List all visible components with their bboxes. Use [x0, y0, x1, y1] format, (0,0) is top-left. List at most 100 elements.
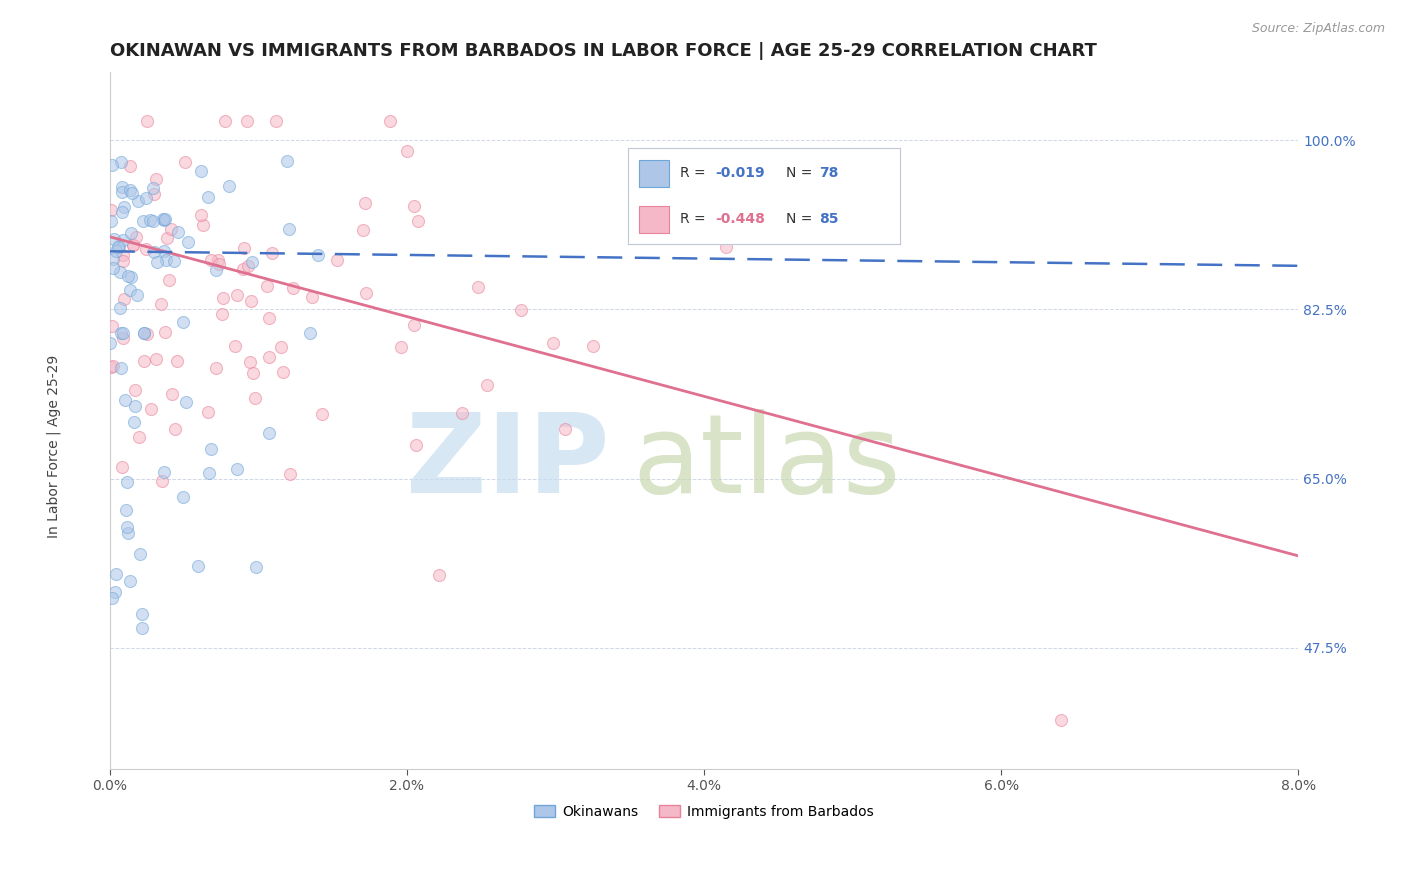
Point: [193, 218, 215, 232]
Point: [326, 252, 349, 267]
Point: [153, 325, 176, 339]
Point: [134, 326, 156, 341]
Point: [153, 465, 176, 479]
Point: [108, 301, 131, 316]
Point: [112, 331, 135, 345]
Text: OKINAWAN VS IMMIGRANTS FROM BARBADOS IN LABOR FORCE | AGE 25-29 CORRELATION CHAR: OKINAWAN VS IMMIGRANTS FROM BARBADOS IN …: [110, 42, 1097, 60]
Point: [277, 221, 299, 235]
Point: [125, 230, 148, 244]
Point: [136, 326, 159, 341]
Point: [190, 164, 212, 178]
Point: [124, 399, 146, 413]
Point: [232, 262, 254, 277]
Point: [117, 526, 139, 541]
Point: [157, 273, 180, 287]
Point: [118, 574, 141, 589]
Point: [104, 567, 127, 582]
Point: [111, 326, 134, 341]
Point: [242, 255, 264, 269]
Point: [197, 190, 219, 204]
Text: Source: ZipAtlas.com: Source: ZipAtlas.com: [1251, 22, 1385, 36]
Point: [197, 405, 219, 419]
Point: [406, 214, 429, 228]
Point: [301, 290, 323, 304]
Point: [582, 339, 605, 353]
Point: [311, 407, 333, 421]
Point: [198, 466, 221, 480]
Point: [142, 187, 165, 202]
Point: [100, 591, 122, 605]
Point: [354, 286, 377, 301]
Point: [239, 293, 262, 308]
Point: [208, 257, 231, 271]
Point: [280, 467, 302, 482]
Point: [145, 351, 167, 366]
Point: [120, 183, 142, 197]
Point: [129, 547, 152, 561]
Point: [172, 490, 194, 504]
Point: [143, 244, 166, 259]
Point: [236, 113, 259, 128]
Point: [232, 241, 254, 255]
Point: [226, 462, 249, 476]
Point: [276, 154, 298, 169]
Point: [111, 180, 134, 194]
Text: In Labor Force | Age 25-29: In Labor Force | Age 25-29: [46, 354, 60, 538]
Bar: [638, 206, 669, 233]
Bar: [638, 160, 669, 186]
Point: [396, 144, 419, 158]
Point: [152, 474, 174, 488]
Point: [107, 239, 129, 253]
Point: [118, 160, 141, 174]
Point: [132, 354, 155, 368]
Point: [271, 365, 294, 379]
Point: [104, 584, 127, 599]
Point: [120, 226, 142, 240]
Point: [226, 287, 249, 301]
Point: [135, 113, 157, 128]
Point: [114, 392, 136, 407]
Point: [120, 283, 142, 297]
Point: [1049, 713, 1071, 727]
Point: [238, 259, 260, 273]
Text: 85: 85: [818, 212, 838, 227]
Point: [131, 607, 153, 621]
Point: [110, 326, 132, 341]
Point: [103, 252, 125, 266]
Point: [353, 196, 375, 211]
Point: [405, 438, 427, 452]
Point: [167, 226, 190, 240]
Point: [245, 560, 267, 574]
Point: [139, 212, 162, 227]
Point: [121, 186, 143, 200]
Point: [207, 252, 229, 267]
Point: [200, 252, 222, 267]
Point: [115, 520, 138, 534]
Point: [108, 264, 131, 278]
Point: [134, 326, 156, 340]
Point: [541, 335, 564, 350]
Point: [101, 359, 124, 373]
Point: [142, 214, 165, 228]
Point: [402, 199, 425, 213]
Point: [257, 350, 280, 364]
Text: R =: R =: [679, 166, 710, 180]
Point: [451, 406, 474, 420]
Point: [172, 315, 194, 329]
Point: [173, 155, 195, 169]
Point: [205, 262, 228, 277]
Point: [100, 202, 122, 217]
Text: atlas: atlas: [633, 409, 901, 516]
Point: [101, 260, 124, 275]
Point: [155, 212, 177, 227]
Point: [120, 270, 142, 285]
Point: [211, 308, 233, 322]
Text: ZIP: ZIP: [406, 409, 609, 516]
Point: [142, 181, 165, 195]
Point: [128, 430, 150, 444]
Point: [111, 253, 134, 268]
Text: N =: N =: [786, 166, 817, 180]
Point: [152, 212, 174, 227]
Point: [146, 255, 169, 269]
Point: [124, 383, 146, 397]
